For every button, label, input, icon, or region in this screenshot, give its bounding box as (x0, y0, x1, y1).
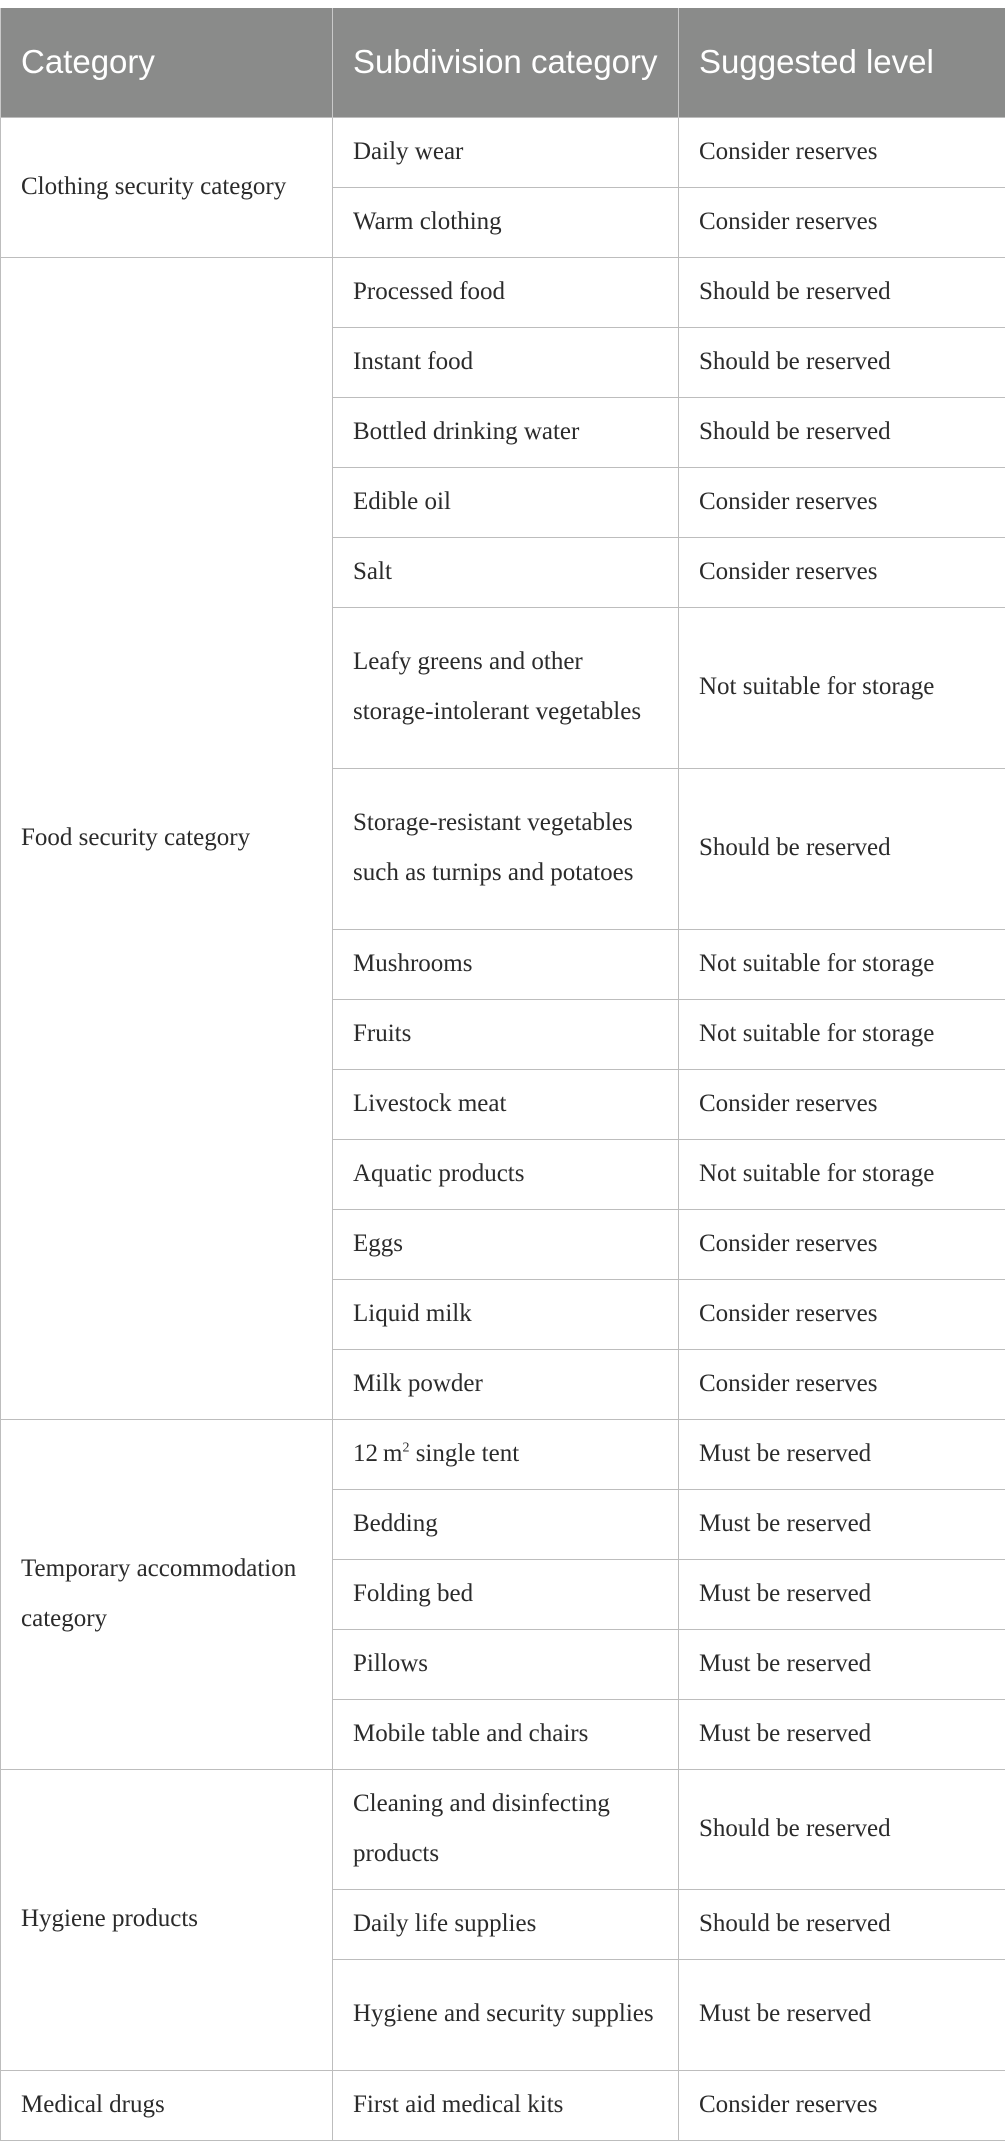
header-category: Category (1, 8, 333, 117)
category-cell: Temporary accommodation category (1, 1419, 333, 1769)
subdivision-cell: Mushrooms (333, 929, 679, 999)
subdivision-cell: Folding bed (333, 1559, 679, 1629)
subdivision-text: 12 m (353, 1440, 402, 1467)
category-cell: Food security category (1, 257, 333, 1419)
subdivision-cell: Hygiene and security supplies (333, 1959, 679, 2070)
suggested-level-cell: Should be reserved (679, 1889, 1005, 1959)
suggested-level-cell: Must be reserved (679, 1419, 1005, 1489)
subdivision-cell: Edible oil (333, 467, 679, 537)
subdivision-cell: Daily life supplies (333, 1889, 679, 1959)
header-row: Category Subdivision category Suggested … (1, 8, 1005, 117)
suggested-level-cell: Should be reserved (679, 768, 1005, 929)
suggested-level-cell: Consider reserves (679, 1279, 1005, 1349)
subdivision-cell: Salt (333, 537, 679, 607)
suggested-level-cell: Not suitable for storage (679, 607, 1005, 768)
suggested-level-cell: Consider reserves (679, 187, 1005, 257)
subdivision-cell: Livestock meat (333, 1069, 679, 1139)
subdivision-cell: Daily wear (333, 117, 679, 187)
suggested-level-cell: Should be reserved (679, 257, 1005, 327)
suggested-level-cell: Consider reserves (679, 117, 1005, 187)
suggested-level-cell: Should be reserved (679, 1769, 1005, 1889)
subdivision-cell: Leafy greens and other storage-intoleran… (333, 607, 679, 768)
suggested-level-cell: Consider reserves (679, 537, 1005, 607)
subdivision-text-suffix: single tent (409, 1440, 519, 1467)
subdivision-cell: Bedding (333, 1489, 679, 1559)
suggested-level-cell: Consider reserves (679, 467, 1005, 537)
suggested-level-cell: Consider reserves (679, 2070, 1005, 2140)
header-subdivision-category: Subdivision category (333, 8, 679, 117)
suggested-level-cell: Must be reserved (679, 1959, 1005, 2070)
subdivision-cell: Bottled drinking water (333, 397, 679, 467)
suggested-level-cell: Not suitable for storage (679, 999, 1005, 1069)
suggested-level-cell: Not suitable for storage (679, 1139, 1005, 1209)
suggested-level-cell: Must be reserved (679, 1489, 1005, 1559)
subdivision-cell: Instant food (333, 327, 679, 397)
category-cell: Hygiene products (1, 1769, 333, 2070)
subdivision-cell: Aquatic products (333, 1139, 679, 1209)
suggested-level-cell: Should be reserved (679, 397, 1005, 467)
subdivision-cell: Cleaning and disinfecting products (333, 1769, 679, 1889)
subdivision-cell: Fruits (333, 999, 679, 1069)
suggested-level-cell: Consider reserves (679, 1349, 1005, 1419)
reserve-table-container: Category Subdivision category Suggested … (0, 8, 1005, 2141)
subdivision-cell: Warm clothing (333, 187, 679, 257)
subdivision-cell: Eggs (333, 1209, 679, 1279)
suggested-level-cell: Must be reserved (679, 1559, 1005, 1629)
subdivision-cell: First aid medical kits (333, 2070, 679, 2140)
subdivision-cell: Processed food (333, 257, 679, 327)
category-cell: Clothing security category (1, 117, 333, 257)
header-suggested-level: Suggested level (679, 8, 1005, 117)
category-cell: Medical drugs (1, 2070, 333, 2140)
suggested-level-cell: Consider reserves (679, 1069, 1005, 1139)
subdivision-cell: Pillows (333, 1629, 679, 1699)
suggested-level-cell: Consider reserves (679, 1209, 1005, 1279)
suggested-level-cell: Must be reserved (679, 1629, 1005, 1699)
suggested-level-cell: Must be reserved (679, 1699, 1005, 1769)
table-header: Category Subdivision category Suggested … (1, 8, 1005, 117)
subdivision-cell: Liquid milk (333, 1279, 679, 1349)
reserve-level-table: Category Subdivision category Suggested … (0, 8, 1005, 2141)
subdivision-cell: Mobile table and chairs (333, 1699, 679, 1769)
suggested-level-cell: Should be reserved (679, 327, 1005, 397)
subdivision-cell: Milk powder (333, 1349, 679, 1419)
subdivision-cell: 12 m2 single tent (333, 1419, 679, 1489)
subdivision-cell: Storage-resistant vegetables such as tur… (333, 768, 679, 929)
suggested-level-cell: Not suitable for storage (679, 929, 1005, 999)
